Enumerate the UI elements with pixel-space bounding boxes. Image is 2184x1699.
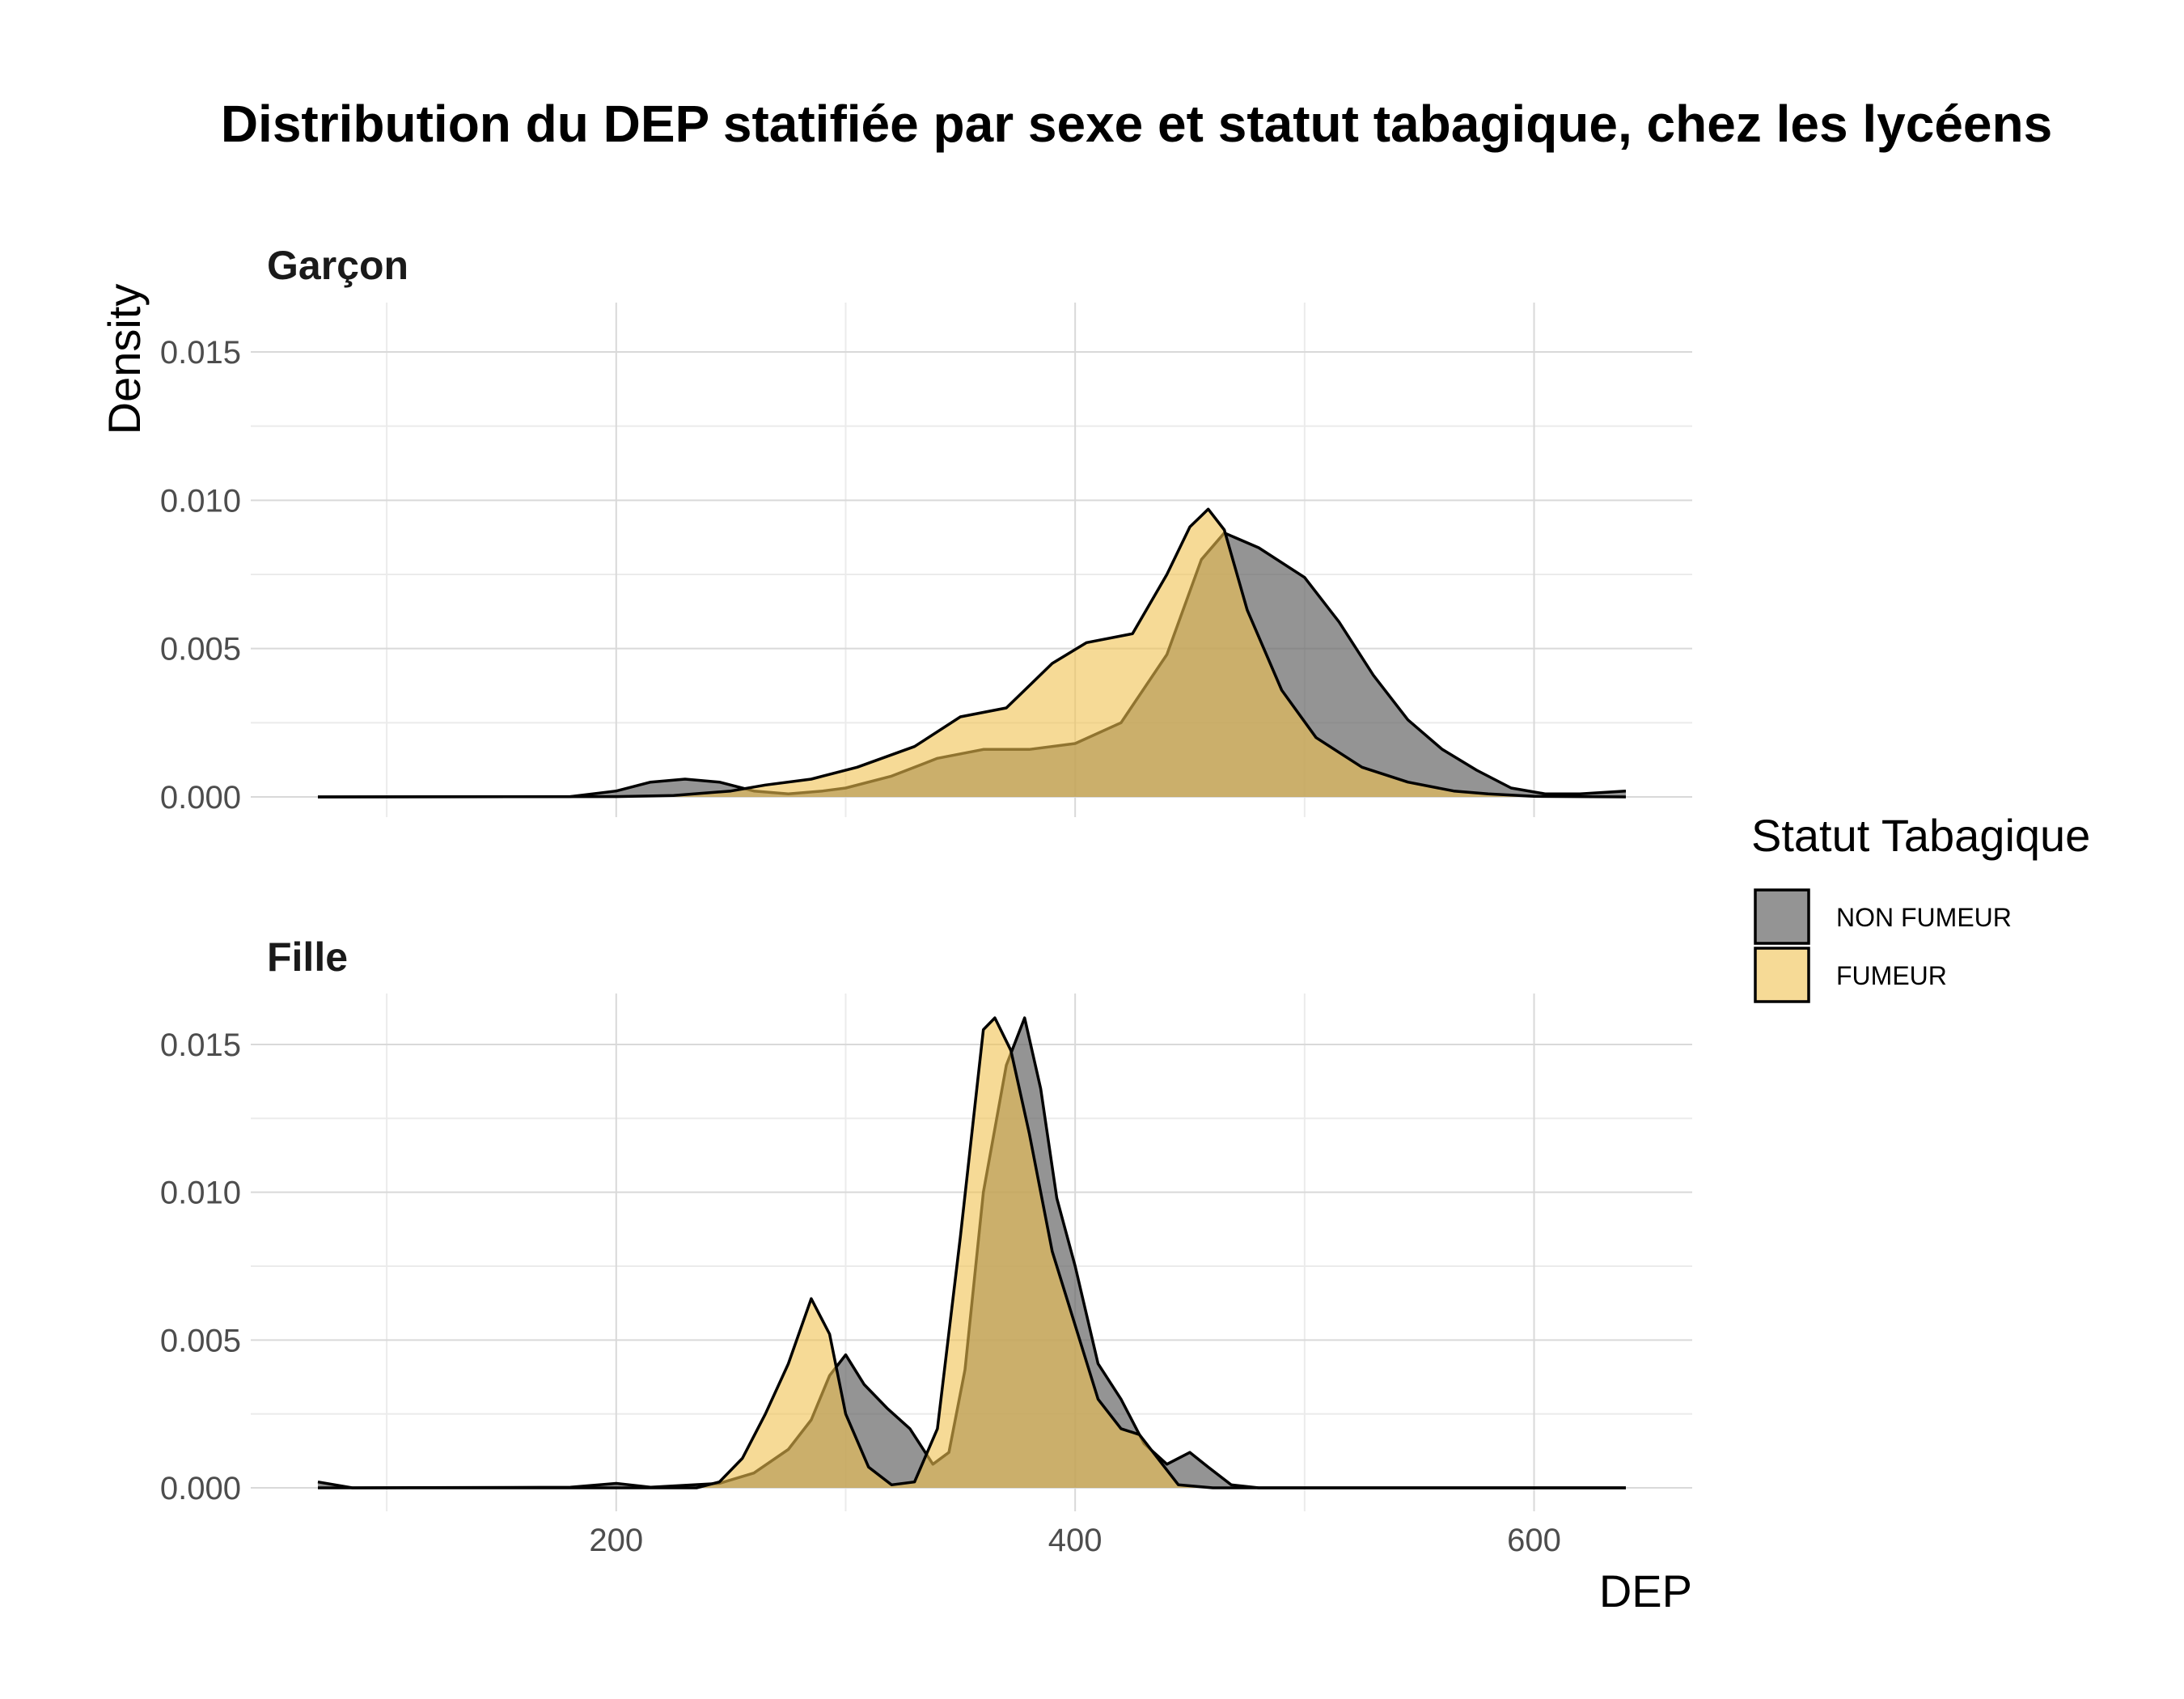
panel-garcon: 0.000 0.005 0.010 0.015 Garçon — [160, 243, 1692, 817]
y-tick-label: 0.015 — [160, 335, 241, 371]
legend-key — [1754, 947, 1810, 1003]
legend: Statut Tabagique NON FUMEUR FUMEUR — [1751, 810, 2090, 1003]
panel-fille: 0.000 0.005 0.010 0.015 Fille — [160, 934, 1692, 1511]
chart-title: Distribution du DEP statifiée par sexe e… — [221, 95, 2052, 153]
facet-label: Garçon — [267, 243, 408, 288]
density-area-fumeur — [318, 1018, 1626, 1488]
facet-label: Fille — [267, 934, 348, 980]
facet-panels: 0.000 0.005 0.010 0.015 Garçon 0.000 0.005 0.01… — [160, 243, 1692, 1558]
y-tick-label: 0.015 — [160, 1027, 241, 1063]
legend-item: FUMEUR — [1754, 947, 1947, 1003]
density-line-fumeur — [318, 1016, 1626, 1489]
y-tick-label: 0.000 — [160, 780, 241, 816]
y-tick-label: 0.005 — [160, 1323, 241, 1358]
x-tick-label: 400 — [1048, 1523, 1103, 1558]
x-tick-label: 600 — [1507, 1523, 1561, 1558]
y-tick-label: 0.010 — [160, 1176, 241, 1211]
legend-label: FUMEUR — [1836, 961, 1947, 990]
legend-item: NON FUMEUR — [1754, 888, 2012, 945]
legend-title: Statut Tabagique — [1751, 810, 2090, 861]
x-tick-label: 200 — [589, 1523, 643, 1558]
y-axis-title: Density — [99, 284, 150, 435]
x-axis-title: DEP — [1599, 1566, 1692, 1616]
density-line-fumeur — [317, 507, 1627, 799]
y-tick-label: 0.000 — [160, 1471, 241, 1506]
legend-label: NON FUMEUR — [1836, 903, 2012, 932]
density-area-fumeur — [318, 509, 1626, 797]
y-tick-label: 0.010 — [160, 483, 241, 519]
y-tick-label: 0.005 — [160, 632, 241, 667]
legend-key — [1754, 888, 1810, 945]
